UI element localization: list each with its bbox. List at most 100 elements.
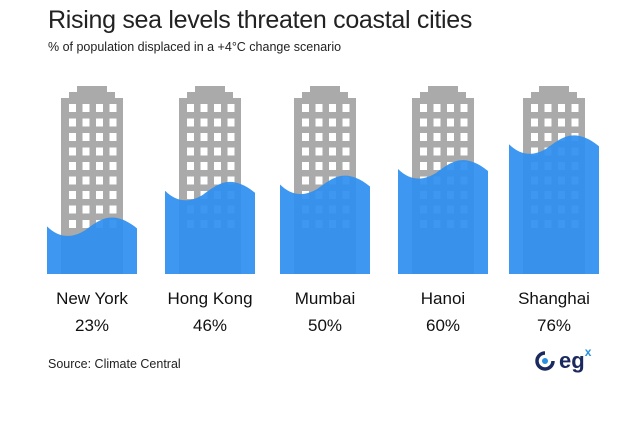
building-window: [82, 176, 90, 185]
building-window: [342, 162, 350, 170]
building-window: [96, 162, 103, 170]
value-label: 76%: [537, 316, 571, 335]
building-window: [109, 205, 117, 214]
building-window: [214, 147, 221, 156]
building-window: [433, 118, 441, 127]
building-window: [460, 147, 468, 156]
building-window: [187, 118, 194, 127]
building-window: [109, 147, 117, 156]
building-window: [82, 133, 90, 141]
city-label: Hanoi: [421, 289, 465, 308]
building-window: [460, 118, 468, 127]
building-window: [200, 147, 208, 156]
building-window: [96, 205, 103, 214]
building-window: [531, 147, 538, 156]
building-window: [302, 118, 309, 127]
building-window: [315, 147, 323, 156]
building-window: [69, 220, 76, 228]
building-window: [69, 147, 76, 156]
building-window: [82, 118, 90, 127]
building-window: [315, 176, 323, 185]
building-window: [420, 147, 427, 156]
value-label: 60%: [426, 316, 460, 335]
building-window: [200, 118, 208, 127]
city-label: New York: [56, 289, 128, 308]
building-window: [420, 104, 427, 112]
building-window: [96, 104, 103, 112]
building-window: [200, 133, 208, 141]
building-window: [460, 133, 468, 141]
building-window: [69, 104, 76, 112]
building-window: [69, 176, 76, 185]
building-window: [227, 162, 235, 170]
building-window: [558, 118, 565, 127]
building-window: [227, 133, 235, 141]
building-window: [109, 162, 117, 170]
building-window: [302, 104, 309, 112]
building-window: [69, 205, 76, 214]
building-window: [82, 162, 90, 170]
building-window: [302, 133, 309, 141]
building-window: [200, 162, 208, 170]
building-window: [447, 104, 454, 112]
building-window: [420, 162, 427, 170]
building-window: [69, 191, 76, 199]
building-window: [109, 104, 117, 112]
building-window: [69, 133, 76, 141]
building-window: [302, 162, 309, 170]
building-window: [544, 133, 552, 141]
building-window: [433, 104, 441, 112]
building-window: [227, 147, 235, 156]
building-window: [187, 147, 194, 156]
building-window: [302, 176, 309, 185]
building-window: [96, 133, 103, 141]
building-window: [329, 147, 336, 156]
building-window: [342, 133, 350, 141]
building-window: [329, 162, 336, 170]
building-window: [571, 104, 579, 112]
water-level-4: [509, 135, 599, 274]
building-window: [342, 104, 350, 112]
water-level-1: [165, 181, 255, 274]
building-window: [214, 118, 221, 127]
chart-title: Rising sea levels threaten coastal citie…: [48, 6, 473, 34]
building-window: [433, 147, 441, 156]
building-window: [227, 104, 235, 112]
building-window: [82, 191, 90, 199]
building-window: [531, 133, 538, 141]
building-window: [82, 147, 90, 156]
building-window: [544, 104, 552, 112]
building-window: [214, 176, 221, 185]
building-window: [329, 133, 336, 141]
building-window: [82, 220, 90, 228]
building-window: [82, 104, 90, 112]
building-window: [214, 133, 221, 141]
value-label: 46%: [193, 316, 227, 335]
building-window: [329, 104, 336, 112]
building-window: [69, 162, 76, 170]
building-window: [82, 205, 90, 214]
water-level-0: [47, 217, 137, 274]
building-window: [460, 104, 468, 112]
building-window: [109, 176, 117, 185]
building-window: [558, 104, 565, 112]
building-window: [342, 118, 350, 127]
building-window: [214, 162, 221, 170]
building-window: [531, 104, 538, 112]
logo-text: eg: [559, 348, 585, 373]
building-window: [342, 147, 350, 156]
building-window: [187, 162, 194, 170]
building-window: [447, 147, 454, 156]
building-window: [187, 176, 194, 185]
logo-icon: [535, 351, 555, 371]
city-label: Mumbai: [295, 289, 355, 308]
logo-sup: x: [584, 345, 592, 359]
building-window: [420, 133, 427, 141]
building-window: [433, 162, 441, 170]
building-window: [200, 176, 208, 185]
egx-logo: eg x: [534, 345, 592, 374]
building-window: [571, 118, 579, 127]
building-window: [544, 118, 552, 127]
building-window: [187, 133, 194, 141]
